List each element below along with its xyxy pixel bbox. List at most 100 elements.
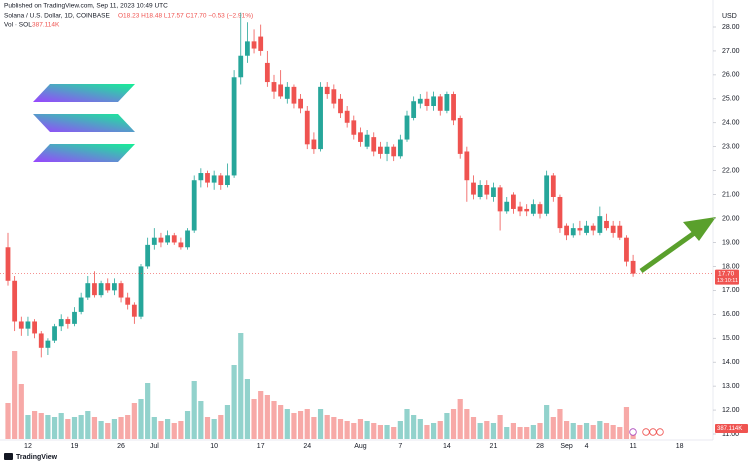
volume-bar (85, 411, 91, 439)
arrow-head (683, 217, 716, 241)
volume-bar (504, 427, 510, 439)
x-tick-label: 19 (71, 443, 79, 450)
candle-body (378, 146, 383, 154)
candle-body (258, 36, 264, 51)
candle-body (457, 117, 463, 154)
volume-bar (71, 417, 78, 439)
candle-body (45, 340, 51, 348)
candle-body (191, 180, 197, 231)
candle-body (171, 235, 177, 243)
volume-bar (244, 379, 250, 439)
candle-body (92, 283, 97, 296)
currency-label: USD (722, 13, 737, 20)
candle-body (564, 225, 569, 236)
last-volume-tag (715, 424, 748, 433)
candle-body (384, 146, 390, 154)
volume-bar (91, 417, 98, 439)
y-tick-label: 16.00 (722, 311, 740, 318)
volume-bar (464, 409, 470, 439)
x-tick-label: 12 (24, 443, 32, 450)
y-tick-label: 17.00 (722, 287, 740, 294)
volume-bar (165, 419, 171, 439)
volume-bar (38, 413, 44, 439)
candle-body (537, 204, 543, 214)
volume-bar (12, 351, 18, 439)
volume-bar (145, 383, 151, 439)
last-price-label: 17.70 (718, 270, 735, 277)
brand-name: TradingView (16, 454, 58, 461)
volume-bar (623, 407, 630, 439)
arrow-shaft (639, 226, 702, 274)
x-tick-label: 18 (676, 443, 684, 450)
volume-bar (417, 419, 423, 439)
y-tick-label: 22.00 (722, 167, 740, 174)
candle-body (364, 134, 370, 147)
candle-body (431, 96, 436, 107)
y-tick-label: 24.00 (722, 120, 740, 127)
candle-body (624, 237, 629, 262)
volume-bar (158, 421, 164, 439)
candle-body (231, 77, 237, 176)
candle-body (158, 237, 164, 243)
candle-body (125, 297, 131, 305)
y-tick-label: 19.00 (722, 239, 740, 246)
volume-bar (304, 409, 310, 439)
volume-bar (98, 421, 104, 439)
symbol-title: Solana / U.S. Dollar, 1D, COINBASE (4, 13, 111, 20)
y-tick-label: 18.00 (722, 263, 740, 270)
volume-bar (111, 419, 117, 439)
x-tick-label: 21 (490, 443, 498, 450)
volume-bar (224, 405, 231, 439)
volume-bar (544, 405, 550, 439)
volume-bar (184, 411, 191, 439)
volume-bar (530, 425, 536, 439)
volume-readout: 387.114K (32, 22, 60, 29)
candle-body (18, 321, 24, 329)
volume-bar (311, 417, 317, 439)
candle-body (411, 101, 417, 118)
volume-bar (178, 421, 184, 439)
volume-bar (557, 409, 563, 439)
candle-body (451, 94, 456, 121)
logo-bar (33, 84, 135, 102)
y-tick-label: 27.00 (722, 48, 740, 55)
brand-icon (4, 453, 13, 460)
volume-bar (171, 423, 177, 439)
candle-body (491, 187, 496, 197)
candle-body (464, 151, 470, 181)
candle-body (597, 216, 603, 233)
volume-bar (271, 401, 277, 439)
volume-bar (284, 409, 290, 439)
x-tick-label: 17 (257, 443, 265, 450)
volume-bar (231, 365, 237, 439)
volume-bar (371, 423, 377, 439)
y-tick-label: 26.00 (722, 72, 740, 79)
volume-bar (411, 415, 417, 439)
candle-body (544, 175, 550, 214)
volume-bar (25, 415, 31, 439)
volume-bar (570, 423, 576, 439)
candle-body (584, 225, 589, 233)
candle-body (271, 82, 277, 92)
candle-body (437, 96, 443, 111)
volume-bar (404, 409, 410, 439)
candle-body (238, 55, 244, 78)
volume-bar (364, 421, 370, 439)
y-tick-label: 21.00 (722, 191, 740, 198)
volume-bar (497, 415, 503, 439)
volume-bar (437, 421, 443, 439)
volume-bar (377, 425, 383, 439)
volume-bar (444, 413, 450, 439)
candle-body (424, 98, 430, 107)
volume-bar (344, 421, 350, 439)
candle-body (284, 86, 290, 99)
volume-bar (603, 423, 610, 439)
volume-bar (524, 427, 530, 439)
volume-bar (470, 417, 477, 439)
volume-bar (317, 409, 324, 439)
candle-body (251, 41, 257, 49)
volume-title: Vol · SOL (4, 22, 32, 29)
logo-bar (33, 114, 135, 132)
y-tick-label: 12.00 (722, 407, 740, 414)
